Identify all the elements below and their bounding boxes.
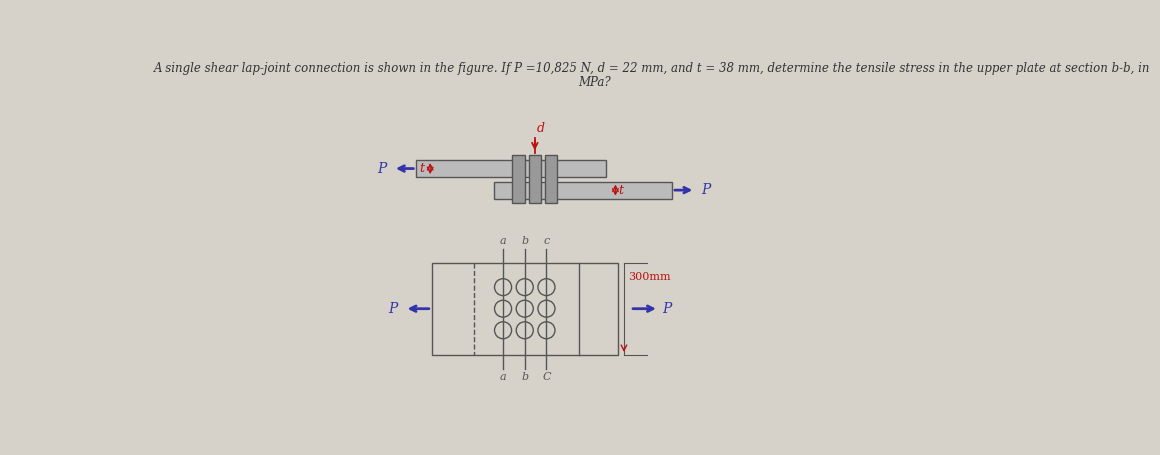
Text: b: b (521, 236, 528, 246)
Text: t: t (618, 184, 624, 197)
Text: MPa?: MPa? (578, 76, 611, 89)
Bar (513, 155, 524, 203)
Bar (545, 155, 557, 203)
Text: P: P (389, 302, 398, 316)
Text: P: P (662, 302, 672, 316)
Text: 300mm: 300mm (628, 272, 670, 282)
Bar (529, 155, 541, 203)
Text: a: a (500, 236, 507, 246)
Text: a: a (500, 372, 507, 382)
Text: P: P (377, 162, 386, 176)
Text: C: C (542, 372, 551, 382)
Text: b: b (521, 372, 528, 382)
Bar (432, 263, 618, 355)
Text: P: P (702, 183, 711, 197)
Text: d: d (537, 121, 545, 135)
Text: A single shear lap-joint connection is shown in the figure. If P =10,825 N, d = : A single shear lap-joint connection is s… (154, 62, 1151, 75)
Text: c: c (543, 236, 550, 246)
Text: t: t (419, 162, 425, 175)
Bar (416, 160, 607, 177)
Bar (494, 182, 672, 198)
